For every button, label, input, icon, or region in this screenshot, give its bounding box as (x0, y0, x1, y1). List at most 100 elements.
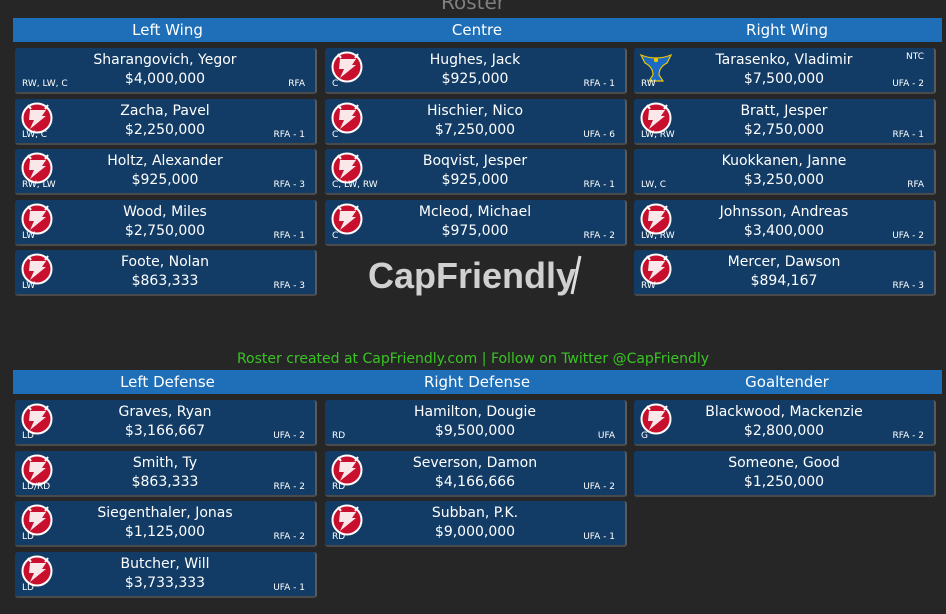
player-name[interactable]: Mercer, Dawson (727, 254, 841, 270)
devils-logo-icon (21, 454, 53, 485)
cap-hit: $7,500,000 (743, 71, 825, 87)
player-name[interactable]: Zacha, Pavel (120, 102, 210, 119)
devils-logo-icon (640, 403, 672, 435)
player-name[interactable]: Blackwood, Mackenzie (705, 404, 863, 420)
cap-hit: $2,250,000 (124, 121, 206, 138)
player-name[interactable]: Sharangovich, Yegor (93, 52, 237, 68)
player-card[interactable]: Graves, Ryan $3,166,667 LD UFA - 2 (15, 400, 317, 446)
contract-status: RFA (288, 79, 305, 89)
contract-status: RFA - 3 (273, 281, 305, 291)
player-card[interactable]: Kuokkanen, Janne $3,250,000 LW, C RFA (634, 149, 936, 195)
player-name[interactable]: Hamilton, Dougie (414, 404, 536, 420)
player-card[interactable]: Blackwood, Mackenzie $2,800,000 G RFA - 2 (634, 400, 936, 446)
cap-hit: $863,333 (131, 273, 199, 289)
player-card[interactable]: Johnsson, Andreas $3,400,000 LW, RW UFA - 2 (634, 199, 936, 246)
player-name[interactable]: Mcleod, Michael (418, 203, 532, 220)
player-positions: LD/RD (22, 481, 51, 492)
column-header-goaltender: Goaltender (632, 370, 942, 394)
devils-logo-icon (640, 253, 672, 285)
player-card[interactable]: Bratt, Jesper $2,750,000 LW, RW RFA - 1 (634, 98, 936, 145)
player-card[interactable]: Foote, Nolan $863,333 LW RFA - 3 (15, 250, 317, 296)
devils-logo-icon (331, 454, 363, 485)
cap-hit: $2,800,000 (743, 423, 825, 439)
cap-hit: $894,167 (750, 273, 818, 289)
player-name[interactable]: Severson, Damon (412, 454, 538, 471)
cap-hit: $1,250,000 (743, 473, 825, 490)
player-positions: G (641, 431, 648, 441)
player-card[interactable]: Hughes, Jack $925,000 C RFA - 1 (325, 48, 627, 94)
credit-line[interactable]: Roster created at CapFriendly.com | Foll… (236, 351, 710, 367)
column-header-left-wing: Left Wing (13, 18, 322, 42)
devils-logo-icon (21, 555, 53, 586)
player-positions: C, LW, RW (332, 180, 378, 190)
devils-logo-icon (640, 203, 672, 234)
player-card[interactable]: Sharangovich, Yegor $4,000,000 RW, LW, C RF… (15, 48, 317, 94)
player-card[interactable]: Smith, Ty $863,333 LD/RD RFA - 2 (15, 450, 317, 497)
contract-status: UFA - 2 (892, 79, 924, 89)
devils-logo-icon (21, 152, 53, 184)
contract-status: RFA - 3 (892, 281, 924, 291)
contract-status: UFA - 2 (273, 431, 305, 441)
player-card[interactable]: Hamilton, Dougie $9,500,000 RD UFA (325, 400, 627, 446)
cap-hit: $7,250,000 (434, 121, 516, 138)
player-name[interactable]: Hughes, Jack (429, 52, 521, 68)
player-positions: RW (641, 281, 656, 291)
player-card[interactable]: Boqvist, Jesper $925,000 C, LW, RW RFA - 1 (325, 149, 627, 195)
player-card[interactable]: Hischier, Nico $7,250,000 C UFA - 6 (325, 98, 627, 145)
column-header-right-defense: Right Defense (322, 370, 632, 394)
cap-hit: $4,166,666 (434, 473, 516, 490)
player-card[interactable]: Wood, Miles $2,750,000 LW RFA - 1 (15, 199, 317, 246)
player-card[interactable]: Zacha, Pavel $2,250,000 LW, C RFA - 1 (15, 98, 317, 145)
blues-logo-icon (639, 53, 673, 82)
player-name[interactable]: Hischier, Nico (426, 102, 524, 119)
capfriendly-watermark: CapFriendly (368, 255, 582, 296)
player-positions: RW (641, 79, 656, 89)
player-name[interactable]: Boqvist, Jesper (422, 153, 528, 169)
player-card[interactable]: Holtz, Alexander $925,000 RW, LW RFA - 3 (15, 149, 317, 195)
contract-status: UFA - 1 (273, 582, 305, 593)
player-positions: LW (22, 281, 36, 291)
player-name[interactable]: Smith, Ty (132, 454, 198, 471)
player-name[interactable]: Bratt, Jesper (740, 102, 828, 119)
player-name[interactable]: Subban, P.K. (431, 505, 519, 521)
player-positions: LD (22, 582, 34, 593)
player-name[interactable]: Foote, Nolan (120, 254, 210, 270)
player-card[interactable]: Subban, P.K. $9,000,000 RD UFA - 1 (325, 501, 627, 547)
contract-status: RFA (907, 180, 924, 190)
cap-hit: $3,250,000 (743, 172, 825, 188)
player-name[interactable]: Wood, Miles (123, 203, 207, 220)
cap-hit: $925,000 (131, 172, 199, 188)
contract-status: RFA - 2 (892, 431, 924, 441)
player-card[interactable]: Mercer, Dawson $894,167 RW RFA - 3 (634, 250, 936, 296)
contract-status: RFA - 2 (583, 230, 615, 241)
player-card[interactable]: Butcher, Will $3,733,333 LD UFA - 1 (15, 551, 317, 598)
player-card[interactable]: Tarasenko, Vladimir $7,500,000 RW UFA - 2 NT… (634, 48, 936, 94)
trade-clause-badge: NTC (906, 52, 924, 62)
player-positions: LD (22, 431, 34, 441)
player-positions: LW, RW (641, 129, 675, 140)
player-card[interactable]: Siegenthaler, Jonas $1,125,000 LD RFA - 2 (15, 501, 317, 547)
player-positions: C (332, 79, 339, 89)
player-name[interactable]: Kuokkanen, Janne (721, 153, 847, 169)
player-name[interactable]: Johnsson, Andreas (719, 203, 849, 220)
player-name[interactable]: Siegenthaler, Jonas (97, 505, 233, 521)
cap-hit: $2,750,000 (124, 222, 206, 239)
player-name[interactable]: Holtz, Alexander (107, 153, 223, 169)
player-name[interactable]: Tarasenko, Vladimir (715, 52, 853, 68)
player-name[interactable]: Someone, Good (728, 454, 840, 471)
player-name[interactable]: Graves, Ryan (118, 404, 212, 420)
contract-status: RFA - 1 (583, 180, 615, 190)
player-positions: RD (332, 431, 346, 441)
devils-logo-icon (21, 253, 53, 285)
devils-logo-icon (331, 152, 363, 184)
cap-hit: $975,000 (441, 222, 509, 239)
player-card[interactable]: Someone, Good $1,250,000 (634, 450, 936, 497)
cap-hit: $925,000 (441, 71, 509, 87)
player-card[interactable]: Mcleod, Michael $975,000 C RFA - 2 (325, 199, 627, 246)
player-name[interactable]: Butcher, Will (120, 555, 210, 572)
cap-hit: $3,733,333 (124, 574, 206, 591)
player-positions: LW, RW (641, 230, 675, 241)
devils-logo-icon (21, 403, 53, 435)
cap-hit: $1,125,000 (124, 524, 206, 540)
player-card[interactable]: Severson, Damon $4,166,666 RD UFA - 2 (325, 450, 627, 497)
